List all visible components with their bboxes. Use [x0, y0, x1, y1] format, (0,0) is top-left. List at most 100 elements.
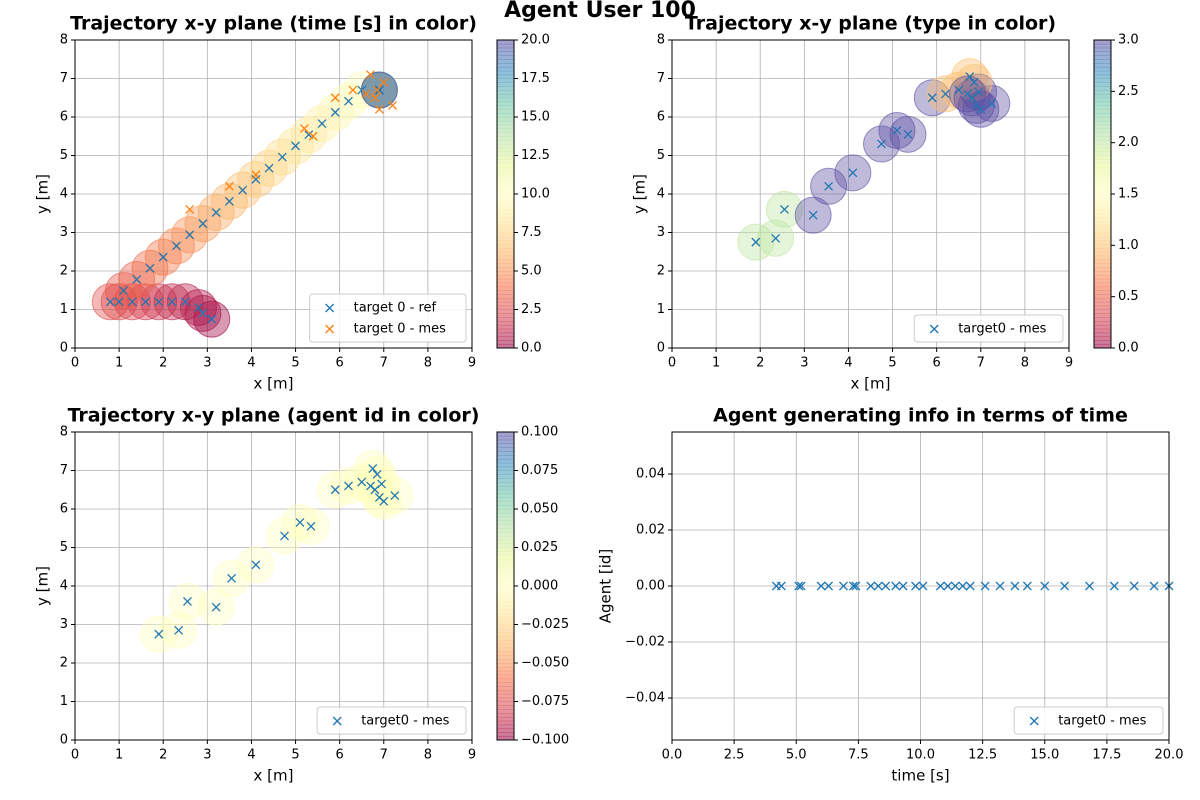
colorbar-step	[497, 101, 514, 106]
colorbar-step	[497, 497, 514, 502]
colorbar-step	[497, 93, 514, 99]
x-axis-label: x [m]	[851, 375, 891, 393]
point-marker	[167, 297, 177, 307]
point-marker	[277, 152, 287, 162]
point-marker	[771, 233, 781, 243]
colorbar-step	[497, 247, 514, 253]
colorbar-step	[1094, 321, 1111, 326]
colorbar-step	[497, 82, 514, 87]
point-marker	[941, 89, 950, 99]
colorbar-step	[497, 74, 514, 79]
point-marker	[377, 479, 387, 489]
colorbar-step	[497, 520, 514, 525]
y-tick-label: 5	[60, 148, 68, 163]
colorbar-step	[497, 124, 514, 130]
colorbar-step	[497, 217, 514, 222]
point-marker	[158, 252, 168, 262]
y-tick-label: 1	[60, 694, 68, 709]
point-marker	[154, 629, 164, 639]
point-marker	[154, 297, 164, 307]
colorbar-step	[1094, 124, 1111, 130]
colorbar-step	[497, 482, 514, 487]
x-tick-label: 6	[933, 356, 941, 371]
colorbar-step	[497, 543, 514, 548]
colorbar-step	[1094, 340, 1111, 345]
colorbar-tick-label: 3.0	[1118, 33, 1139, 48]
point-marker	[390, 491, 400, 500]
colorbar-tick-label: 15.0	[521, 110, 550, 125]
legend-box	[1013, 706, 1164, 735]
y-tick-label: 6	[60, 502, 68, 517]
colorbar-step	[1094, 294, 1111, 299]
colorbar-step	[497, 309, 514, 314]
colorbar-tick-label: −0.075	[521, 694, 569, 709]
point-marker	[317, 119, 327, 129]
colorbar-step	[497, 639, 514, 645]
x-tick-label: 5	[291, 748, 299, 763]
point-marker	[119, 286, 128, 296]
colorbar-tick-label: 0.0	[521, 341, 542, 356]
point-marker	[114, 297, 124, 307]
colorbar-step	[497, 240, 514, 245]
colorbar-step	[497, 90, 514, 95]
colorbar-step	[497, 455, 514, 460]
legend-label: target 0 - mes	[354, 322, 447, 337]
x-tick-label: 7.5	[848, 748, 869, 763]
point-marker	[824, 181, 834, 191]
colorbar-step	[497, 728, 514, 733]
colorbar-step	[1094, 159, 1111, 164]
colorbar-step	[497, 451, 514, 456]
colorbar-step	[497, 689, 514, 695]
colorbar-step	[497, 86, 514, 91]
colorbar-step	[1094, 282, 1111, 287]
colorbar-step	[497, 616, 514, 622]
point-marker	[776, 581, 786, 591]
point-marker	[877, 139, 886, 149]
point-marker	[280, 531, 289, 541]
point-marker	[974, 87, 984, 97]
colorbar-step	[497, 178, 514, 183]
colorbar-tick-label: 0.100	[521, 425, 558, 440]
y-tick-label: 7	[60, 71, 68, 86]
colorbar-step	[1094, 194, 1111, 199]
point-marker	[780, 204, 789, 214]
x-tick-label: 10.0	[906, 748, 935, 763]
point-marker	[987, 99, 997, 108]
colorbar-step	[497, 582, 514, 587]
point-marker	[368, 464, 378, 474]
y-tick-label: 1	[657, 302, 665, 317]
colorbar-step	[497, 624, 514, 629]
colorbar-step	[1094, 263, 1111, 268]
colorbar-tick-label: 2.0	[1118, 135, 1139, 150]
point-marker	[980, 581, 990, 591]
colorbar-step	[497, 659, 514, 664]
colorbar-step	[1094, 74, 1111, 79]
y-tick-label: 3	[657, 225, 665, 240]
colorbar-step	[1094, 155, 1111, 160]
y-tick-label: 3	[60, 617, 68, 632]
y-axis-label: y [m]	[34, 566, 52, 606]
colorbar-step	[497, 201, 514, 207]
y-tick-label: 0.04	[636, 467, 665, 482]
point-marker	[366, 70, 376, 80]
colorbar-step	[497, 586, 514, 591]
colorbar-step	[1094, 101, 1111, 106]
colorbar-step	[497, 317, 514, 322]
colorbar-step	[1094, 63, 1111, 68]
legend-marker	[1029, 716, 1039, 726]
colorbar-step	[497, 458, 514, 464]
colorbar-step	[497, 109, 514, 114]
colorbar-step	[497, 59, 514, 64]
colorbar-step	[497, 447, 514, 452]
x-tick-label: 4	[247, 356, 255, 371]
colorbar-step	[497, 678, 514, 683]
colorbar-step	[497, 66, 514, 72]
axes-title: Trajectory x-y plane (type in color)	[685, 13, 1056, 35]
colorbar-step	[1094, 113, 1111, 118]
axes-frame	[74, 39, 473, 349]
colorbar-step	[1094, 217, 1111, 222]
x-tick-label: 3	[800, 356, 808, 371]
colorbar-step	[1094, 178, 1111, 183]
colorbar-step	[497, 321, 514, 326]
x-tick-label: 0	[71, 356, 79, 371]
